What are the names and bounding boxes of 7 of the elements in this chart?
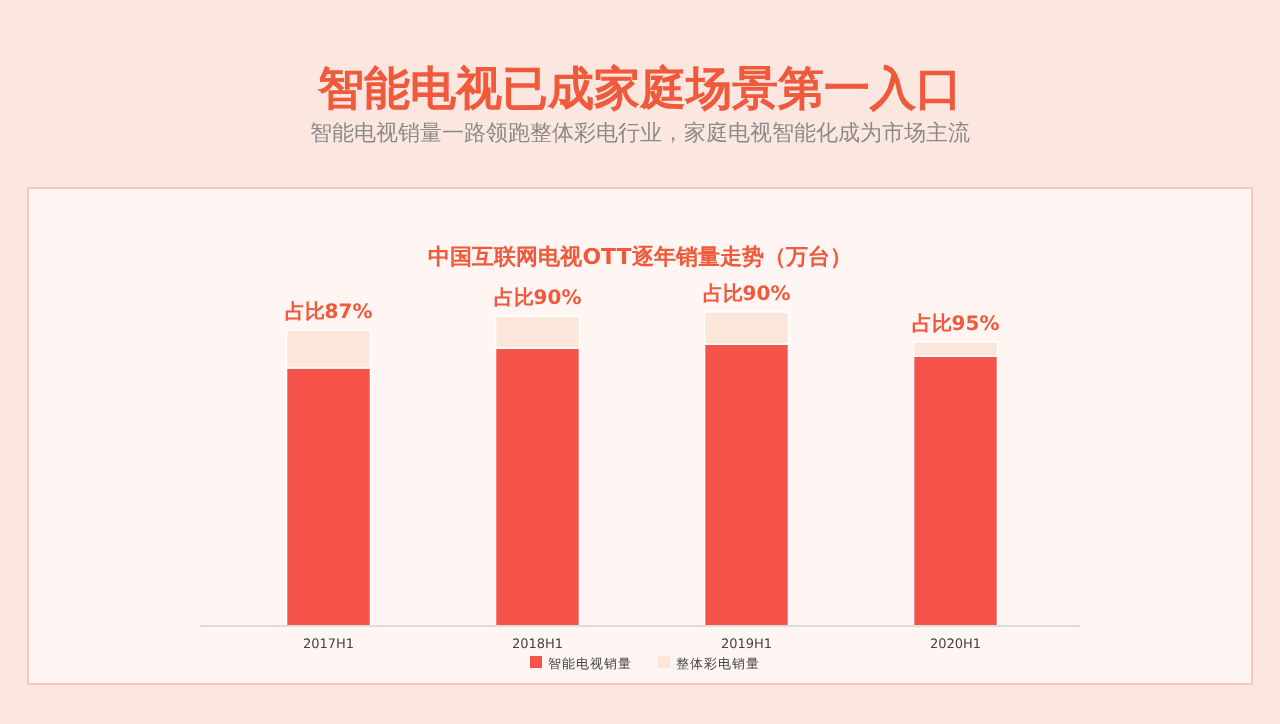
x-axis-title: 中国互联网电视OTT逐年销量走势（万台）	[428, 244, 852, 270]
annotation: 占比87%	[284, 299, 373, 324]
annotation: 占比90%	[702, 282, 791, 306]
annotation: 占比95%	[911, 311, 1000, 336]
annotation: 占比90%	[493, 286, 582, 311]
chart-title: 智能电视已成家庭场景第一入口	[316, 62, 962, 116]
chart-subtitle: 智能电视销量一路领跑整体彩电行业，家庭电视智能化成为市场主流	[310, 120, 970, 146]
